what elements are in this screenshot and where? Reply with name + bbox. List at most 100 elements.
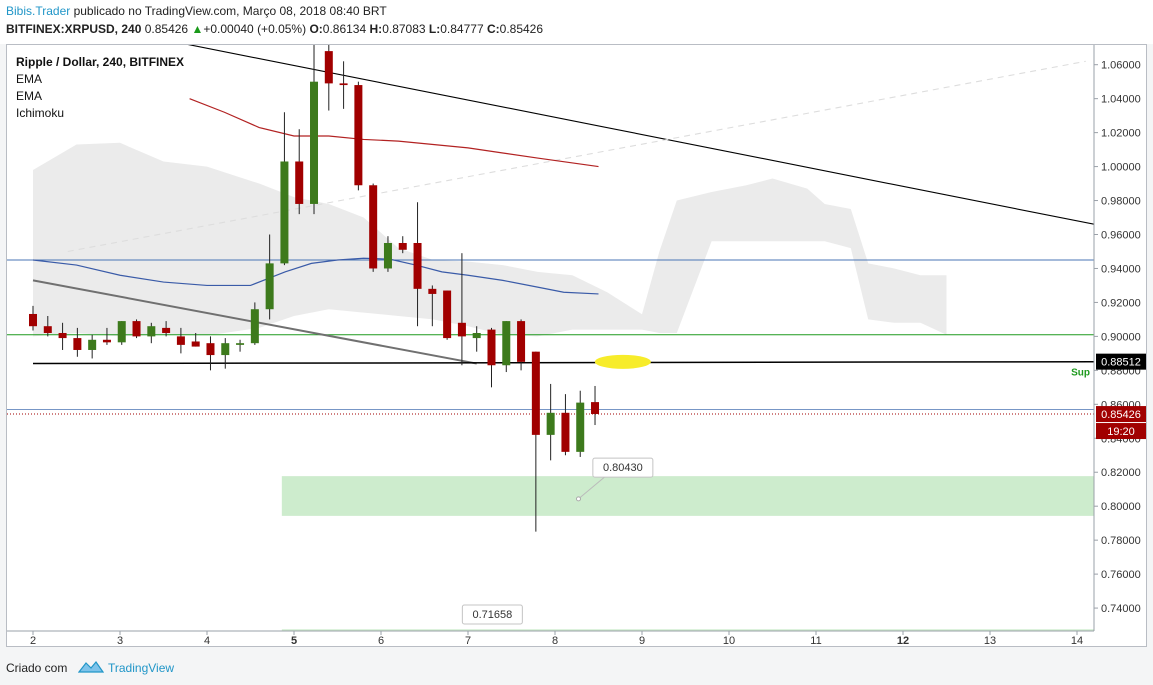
annotation-box (592, 457, 654, 478)
y-tick-label-8: 0.92000 (1101, 297, 1141, 309)
trendline-support (32, 360, 1094, 365)
change-up-icon: ▲ (191, 22, 204, 36)
x-tick-label-8: 9 (639, 635, 645, 647)
open-label: O: (309, 22, 323, 36)
x-tick-label-5: 6 (378, 635, 384, 647)
price-label-1: 0.88512 (1101, 357, 1141, 369)
close-value: 0.85426 (499, 22, 544, 36)
x-tick-label-13: 14 (1071, 635, 1083, 647)
candle-body (132, 321, 141, 337)
price-label-box (1096, 406, 1146, 423)
low-value: 0.84777 (440, 22, 484, 36)
published-text: publicado no TradingView.com, Março 08, … (70, 4, 387, 18)
quote-line: BITFINEX:XRPUSD, 240 0.85426 ▲+0.00040 (… (6, 22, 543, 36)
footer: Criado com TradingView (0, 650, 1153, 685)
candle-body (369, 185, 378, 269)
candle-20 (310, 45, 319, 215)
annotation-label-2: 0.71658 (472, 609, 512, 621)
candle-body (162, 327, 171, 333)
candle-body (191, 341, 200, 347)
candle-28 (428, 285, 437, 327)
candle-19 (295, 129, 304, 215)
y-tick-label-2: 1.04000 (1101, 94, 1141, 106)
y-tick-label-6: 0.96000 (1101, 230, 1141, 242)
open-value: 0.86134 (322, 22, 367, 36)
candle-body (102, 339, 111, 343)
candle-body (221, 343, 230, 356)
symbol-label: BITFINEX:XRPUSD, 240 (6, 22, 142, 36)
candle-8 (132, 319, 141, 339)
candle-27 (413, 202, 422, 327)
candle-body (517, 321, 526, 362)
candle-15 (236, 339, 245, 352)
price-label-3: 19:20 (1107, 426, 1135, 438)
candle-22 (339, 61, 348, 109)
candle-16 (250, 302, 259, 345)
author-link[interactable]: Bibis.Trader (6, 4, 71, 18)
candle-2 (43, 316, 52, 337)
candle-26 (398, 236, 407, 254)
y-tick-label-15: 0.78000 (1101, 535, 1141, 547)
candle-body (591, 402, 600, 414)
y-tick-label-7: 0.94000 (1101, 263, 1141, 275)
candle-7 (117, 321, 126, 345)
trendline-dashed-rise (67, 60, 1086, 253)
x-tick-label-2: 3 (117, 635, 123, 647)
candle-body (546, 412, 555, 435)
candle-body (428, 288, 437, 294)
candle-30 (457, 253, 466, 366)
legend-indicator-ema-1[interactable]: EMA (16, 72, 43, 86)
y-tick-label-4: 1.00000 (1101, 162, 1141, 174)
price-label-box (1096, 353, 1146, 370)
candle-body (295, 161, 304, 204)
candle-13 (206, 336, 215, 371)
candle-body (310, 81, 319, 204)
candle-body (576, 402, 585, 452)
legend-indicator-ichimoku[interactable]: Ichimoku (16, 106, 65, 120)
candle-37 (561, 394, 570, 456)
candle-body (58, 332, 67, 339)
candle-body (487, 329, 496, 366)
candle-body (383, 242, 392, 269)
annotation-point (575, 496, 581, 502)
candle-3 (58, 322, 67, 350)
tradingview-logo-icon (78, 661, 104, 673)
low-label: L: (428, 22, 441, 36)
y-tick-label-16: 0.76000 (1101, 569, 1141, 581)
x-tick-label-4: 5 (291, 635, 297, 647)
y-tick-label-9: 0.90000 (1101, 331, 1141, 343)
candle-body (250, 309, 259, 344)
candle-body (398, 242, 407, 250)
candle-body (531, 351, 540, 435)
publisher-line: Bibis.Trader publicado no TradingView.co… (6, 4, 387, 18)
x-tick-label-3: 4 (204, 635, 210, 647)
candle-21 (324, 45, 333, 111)
candle-body (236, 343, 245, 345)
legend-indicator-ema-2[interactable]: EMA (16, 89, 43, 103)
candle-29 (443, 290, 452, 340)
candle-body (472, 332, 481, 339)
candle-body (339, 83, 348, 86)
x-tick-label-11: 12 (897, 635, 909, 647)
candle-24 (369, 183, 378, 272)
candle-25 (383, 236, 392, 272)
candle-33 (502, 321, 511, 373)
legend-title: Ripple / Dollar, 240, BITFINEX (16, 55, 185, 69)
annotation-label-1: 0.80430 (603, 462, 643, 474)
candle-1 (29, 305, 37, 331)
price-label-2: 0.85426 (1101, 409, 1141, 421)
candle-23 (354, 81, 363, 191)
demand-zone-2 (281, 629, 1094, 631)
demand-zone-1 (281, 476, 1094, 516)
candle-body (117, 321, 126, 343)
last-price: 0.85426 (144, 22, 189, 36)
candle-31 (472, 326, 481, 352)
tradingview-brand-link[interactable]: TradingView (108, 661, 175, 675)
annotation-box (461, 604, 523, 625)
ema-fast-line (32, 257, 599, 295)
candle-body (413, 242, 422, 289)
candle-38 (576, 390, 585, 457)
price-label-box (1096, 423, 1146, 440)
candle-body (88, 339, 97, 350)
